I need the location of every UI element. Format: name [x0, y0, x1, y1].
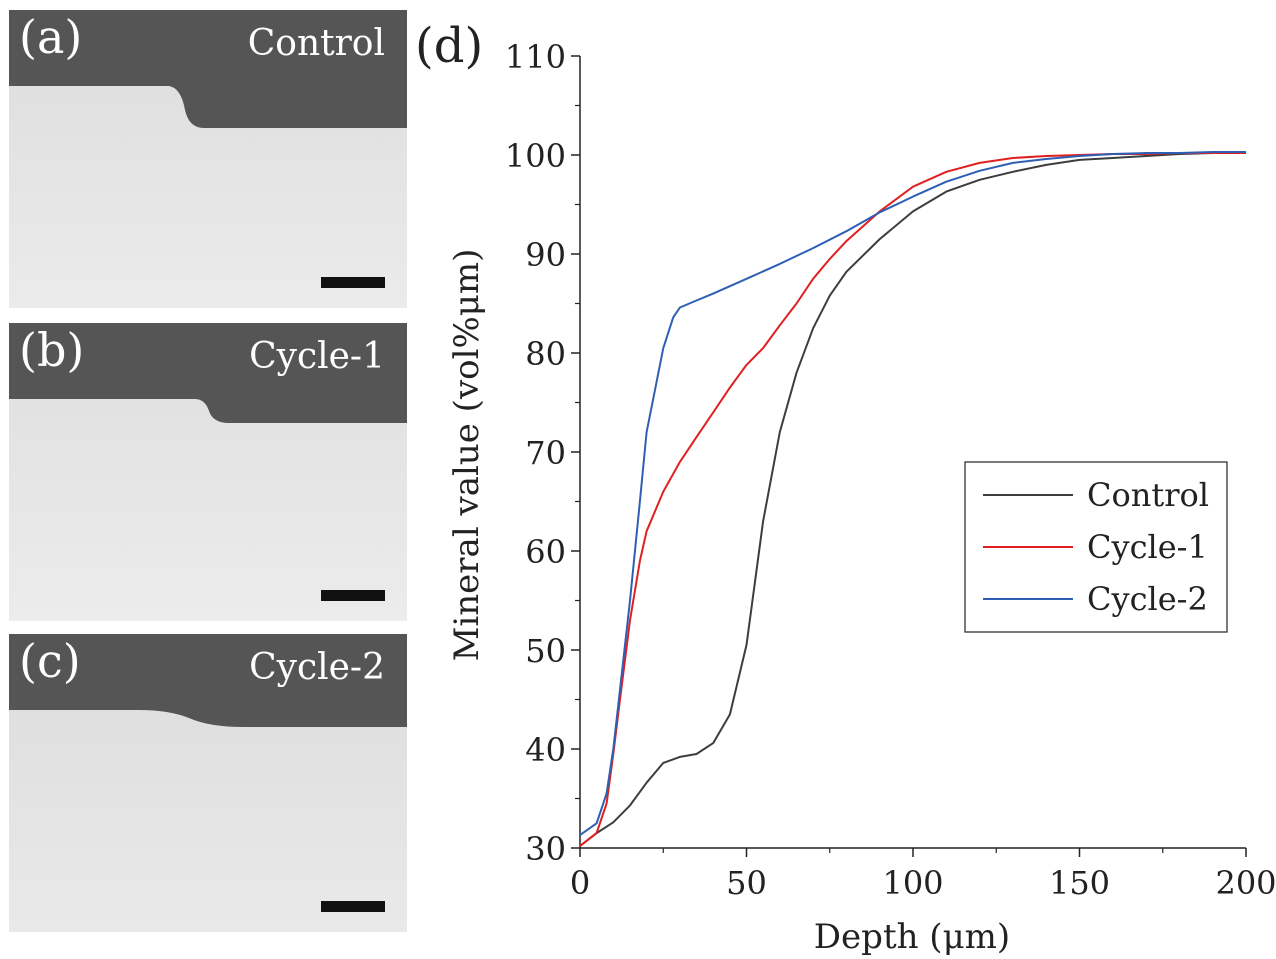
- x-tick-label: 150: [1049, 864, 1110, 902]
- panel-letter-b: (b): [19, 323, 85, 377]
- y-tick-label: 30: [525, 830, 566, 868]
- micrograph-image-b: [9, 323, 407, 621]
- panel-letter-a: (a): [19, 10, 83, 64]
- panel-letter-c: (c): [19, 634, 81, 688]
- legend-label: Cycle-2: [1087, 580, 1208, 618]
- x-tick-label: 50: [726, 864, 767, 902]
- y-tick-label: 70: [525, 434, 566, 472]
- series-line-cycle-2: [579, 151, 1246, 836]
- y-tick-label: 60: [525, 533, 566, 571]
- panel-label-a: Control: [247, 23, 385, 64]
- panel-label-b: Cycle-1: [249, 336, 385, 377]
- chart-series: [579, 151, 1247, 847]
- micrograph-panel-b: (b) Cycle-1: [9, 323, 407, 621]
- x-tick-label: 200: [1215, 864, 1276, 902]
- y-tick-label: 90: [525, 236, 566, 274]
- y-tick-label: 80: [525, 335, 566, 373]
- legend: Control Cycle-1 Cycle-2: [964, 461, 1228, 633]
- y-tick-label: 110: [505, 38, 566, 76]
- x-tick-label: 0: [570, 864, 590, 902]
- micrograph-image-a: [9, 10, 407, 308]
- micrograph-panel-c: (c) Cycle-2: [9, 634, 407, 932]
- scale-bar-b: [321, 590, 385, 601]
- micrograph-panel-a: (a) Control: [9, 10, 407, 308]
- micrograph-image-c: [9, 634, 407, 932]
- x-axis-label: Depth (μm): [814, 917, 1010, 957]
- scale-bar-a: [321, 277, 385, 288]
- legend-label: Cycle-1: [1087, 528, 1208, 566]
- chart-panel-letter: (d): [415, 18, 483, 74]
- x-tick-label: 100: [882, 864, 943, 902]
- y-axis-label: Mineral value (vol%μm): [447, 249, 487, 662]
- y-tick-label: 40: [525, 731, 566, 769]
- series-line-cycle-1: [579, 152, 1246, 847]
- chart-axes: 30 40 50 60 70 80 90 100 110 0 50 100 150 200: [505, 38, 1276, 902]
- series-line-control: [579, 151, 1247, 847]
- y-tick-label: 50: [525, 632, 566, 670]
- panel-label-c: Cycle-2: [249, 647, 385, 688]
- legend-label: Control: [1087, 476, 1209, 514]
- scale-bar-c: [321, 901, 385, 912]
- y-tick-label: 100: [505, 137, 566, 175]
